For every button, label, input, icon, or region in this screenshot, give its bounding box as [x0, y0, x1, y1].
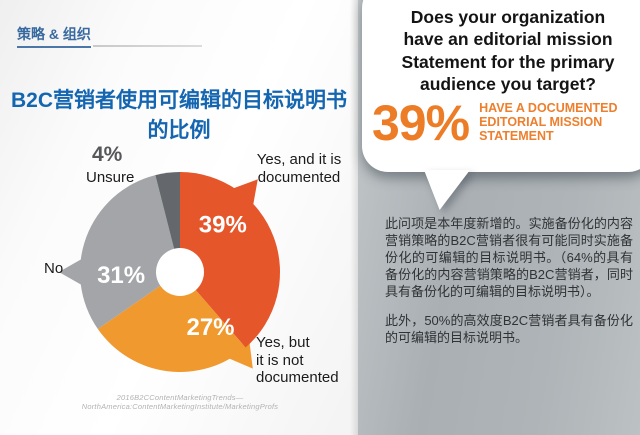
chart-title-line1: B2C营销者使用可编辑的目标说明书 [10, 89, 347, 112]
callout-line: documented [257, 168, 341, 186]
donut-chart: 39% 27% 31% [59, 152, 300, 392]
callout-line: Yes, and it is [256, 151, 342, 168]
pie-slice-4pct [155, 172, 180, 272]
pie-slice-value-label: 39% [199, 211, 247, 238]
stat-caption-line: EDITORIAL MISSION [479, 115, 603, 130]
pie-slice-27pct [97, 272, 246, 372]
callout-unsure-percent: 4% [92, 143, 123, 166]
analysis-paragraph-1: 此问项是本年度新增的。实施备份化的内容营销策略的B2C营销者很有可能同时实施备份… [385, 216, 633, 299]
right-panel: Does your organization have an editorial… [358, 0, 640, 435]
kicker-rule [92, 45, 202, 47]
stat-value: 39% [372, 95, 470, 151]
callout-yes-not-documented: Yes, but it is not documented [256, 334, 339, 387]
section-header: 策略 & 组织 [17, 24, 202, 48]
question-line: audience you target? [419, 74, 596, 95]
speech-bubble-tail [424, 170, 470, 210]
stat-caption-line: STATEMENT [479, 128, 554, 143]
chart-title-line2: 的比例 [147, 119, 211, 143]
pie-chart-svg: 39% 27% 31% [59, 172, 280, 372]
callout-no: No [44, 260, 64, 277]
pie-slice-39pct [180, 172, 280, 348]
analysis-notes: 此问项是本年度新增的。实施备份化的内容营销策略的B2C营销者很有可能同时实施备份… [385, 216, 633, 347]
source-citation: 2016B2CContentMarketingTrends—NorthAmeri… [81, 393, 279, 411]
question-line: Statement for the primary [401, 51, 615, 72]
donut-hole [156, 248, 204, 296]
callout-line: it is not [256, 351, 304, 369]
callout-line: Yes, but [256, 334, 310, 351]
pie-slice-value-label: 31% [97, 262, 145, 289]
stat-caption: HAVE A DOCUMENTED EDITORIAL MISSION STAT… [479, 102, 617, 143]
speech-bubble: Does your organization have an editorial… [362, 0, 640, 172]
callout-yes-documented: Yes, and it is documented [238, 151, 360, 186]
stat-row: 39% HAVE A DOCUMENTED EDITORIAL MISSION … [372, 98, 640, 148]
question-text: Does your organization have an editorial… [372, 6, 640, 96]
analysis-paragraph-2: 此外，50%的高效度B2C营销者具有备份化的可编辑的目标说明书。 [385, 313, 633, 346]
chart-title: B2C营销者使用可编辑的目标说明书 的比例 [8, 86, 350, 147]
pie-pointer [59, 256, 86, 288]
question-line: have an editorial mission [403, 29, 613, 50]
left-panel: 策略 & 组织 B2C营销者使用可编辑的目标说明书 的比例 39% 27% 31% … [0, 0, 358, 435]
callout-unsure-label: Unsure [86, 169, 135, 186]
question-line: Does your organization [410, 7, 606, 27]
stat-caption-line: HAVE A DOCUMENTED [479, 101, 618, 116]
pie-slice-31pct [80, 175, 180, 329]
callout-line: documented [256, 369, 339, 387]
section-kicker: 策略 & 组织 [17, 24, 91, 48]
pie-slice-value-label: 27% [186, 314, 234, 341]
